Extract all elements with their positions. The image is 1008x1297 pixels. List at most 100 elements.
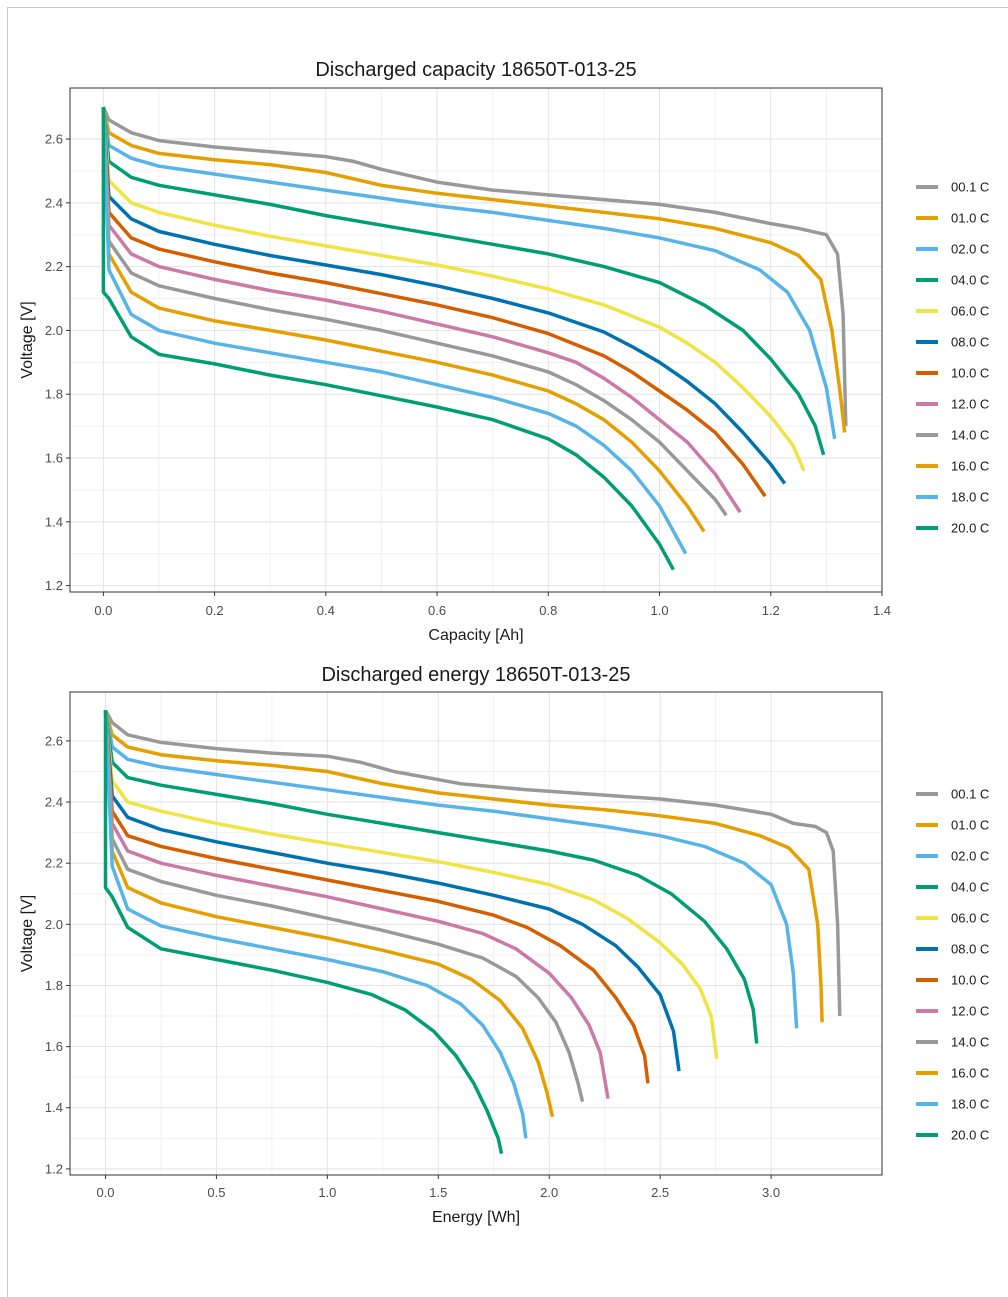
panel-border [69,87,883,593]
legend-item: 18.0 C [916,1097,989,1112]
legend-label: 08.0 C [951,335,989,350]
legend-label: 02.0 C [951,242,989,257]
y-tick-label: 1.8 [45,978,63,993]
x-tick-label: 1.5 [429,1185,447,1200]
legend-label: 06.0 C [951,911,989,926]
x-tick-label: 0.5 [207,1185,225,1200]
legend-label: 16.0 C [951,1066,989,1081]
series-line-12-0-c [103,710,610,1099]
series-lines [101,106,848,571]
x-tick-label: 0.4 [317,603,335,618]
legend-label: 18.0 C [951,490,989,505]
series-line-08-0-c [101,106,787,485]
x-tick-label: 1.2 [762,603,780,618]
series-line-16-0-c [101,107,706,533]
chart-title: Discharged energy 18650T-013-25 [321,664,630,686]
x-tick-label: 1.4 [873,603,891,618]
chart-panel-2: 0.0 0.5 1.0 1.5 2.0 2.5 3.0 1.2 1.4 1.6 1.8 2.0 2.2 2… [19,664,989,1226]
y-tick-label: 1.2 [45,1161,63,1176]
x-tick-label: 0.0 [96,1185,114,1200]
legend-label: 02.0 C [951,849,989,864]
legend-item: 16.0 C [916,459,989,474]
legend-label: 04.0 C [951,880,989,895]
legend-item: 00.1 C [916,787,989,802]
y-axis-title: Voltage [V] [19,895,36,972]
legend-item: 04.0 C [916,273,989,288]
legend-label: 01.0 C [951,211,989,226]
series-line-10-0-c [103,710,650,1084]
legend-item: 08.0 C [916,335,989,350]
series-line-20-0-c [101,107,675,571]
x-tick-label: 2.5 [651,1185,669,1200]
x-axis-title: Capacity [Ah] [428,627,523,644]
legend-item: 08.0 C [916,942,989,957]
legend-label: 14.0 C [951,428,989,443]
y-tick-label: 2.2 [45,856,63,871]
legend-label: 01.0 C [951,818,989,833]
x-tick-label: 3.0 [762,1185,780,1200]
series-line-12-0-c [101,107,742,514]
x-axis: 0.0 0.5 1.0 1.5 2.0 2.5 3.0 [96,1175,780,1200]
legend-item: 12.0 C [916,1004,989,1019]
y-tick-label: 1.6 [45,1039,63,1054]
y-tick-label: 1.2 [45,578,63,593]
legend-item: 10.0 C [916,366,989,381]
series-line-10-0-c [101,107,767,498]
x-axis: 0.0 0.2 0.4 0.6 0.8 1.0 1.2 1.4 [94,592,891,618]
legend-item: 02.0 C [916,242,989,257]
series-lines [103,709,842,1154]
legend-label: 10.0 C [951,366,989,381]
legend-item: 06.0 C [916,911,989,926]
y-axis-title: Voltage [V] [19,301,36,378]
x-tick-label: 1.0 [650,603,668,618]
legend-label: 20.0 C [951,1128,989,1143]
series-line-00-1-c [101,106,848,427]
legend-item: 02.0 C [916,849,989,864]
y-tick-label: 2.4 [45,195,63,210]
series-line-00-1-c [103,709,842,1017]
series-line-14-0-c [103,710,585,1103]
legend-item: 20.0 C [916,521,989,536]
x-tick-label: 0.6 [428,603,446,618]
legend-label: 04.0 C [951,273,989,288]
legend-label: 18.0 C [951,1097,989,1112]
legend-label: 00.1 C [951,180,989,195]
legend-item: 01.0 C [916,818,989,833]
legend-item: 14.0 C [916,1035,989,1050]
x-tick-label: 1.0 [318,1185,336,1200]
legend-item: 14.0 C [916,428,989,443]
series-line-20-0-c [103,710,504,1154]
x-tick-label: 0.8 [539,603,557,618]
y-tick-label: 1.4 [45,514,63,529]
y-tick-label: 2.2 [45,259,63,274]
legend-item: 16.0 C [916,1066,989,1081]
y-tick-label: 2.6 [45,132,63,147]
x-tick-label: 2.0 [540,1185,558,1200]
legend-label: 10.0 C [951,973,989,988]
legend-item: 18.0 C [916,490,989,505]
legend-label: 06.0 C [951,304,989,319]
series-line-16-0-c [103,710,555,1118]
y-axis: 1.2 1.4 1.6 1.8 2.0 2.2 2.4 2.6 [45,132,70,593]
legend-item: 20.0 C [916,1128,989,1143]
legend-item: 12.0 C [916,397,989,412]
x-tick-label: 0.0 [94,603,112,618]
series-line-06-0-c [101,106,806,472]
y-tick-label: 1.6 [45,451,63,466]
y-tick-label: 1.4 [45,1100,63,1115]
y-tick-label: 2.0 [45,917,63,932]
page-frame [7,7,1008,1297]
legend: 00.1 C 01.0 C 02.0 C 04.0 C 06.0 C 08.0 C 10.0… [916,787,989,1143]
series-line-18-0-c [101,107,688,555]
y-tick-label: 2.4 [45,795,63,810]
series-line-08-0-c [103,710,681,1072]
series-line-14-0-c [101,107,728,517]
legend-item: 01.0 C [916,211,989,226]
legend-label: 00.1 C [951,787,989,802]
plot-background [70,88,882,592]
x-tick-label: 0.2 [206,603,224,618]
series-line-04-0-c [103,710,759,1044]
legend-item: 06.0 C [916,304,989,319]
y-tick-label: 2.0 [45,323,63,338]
